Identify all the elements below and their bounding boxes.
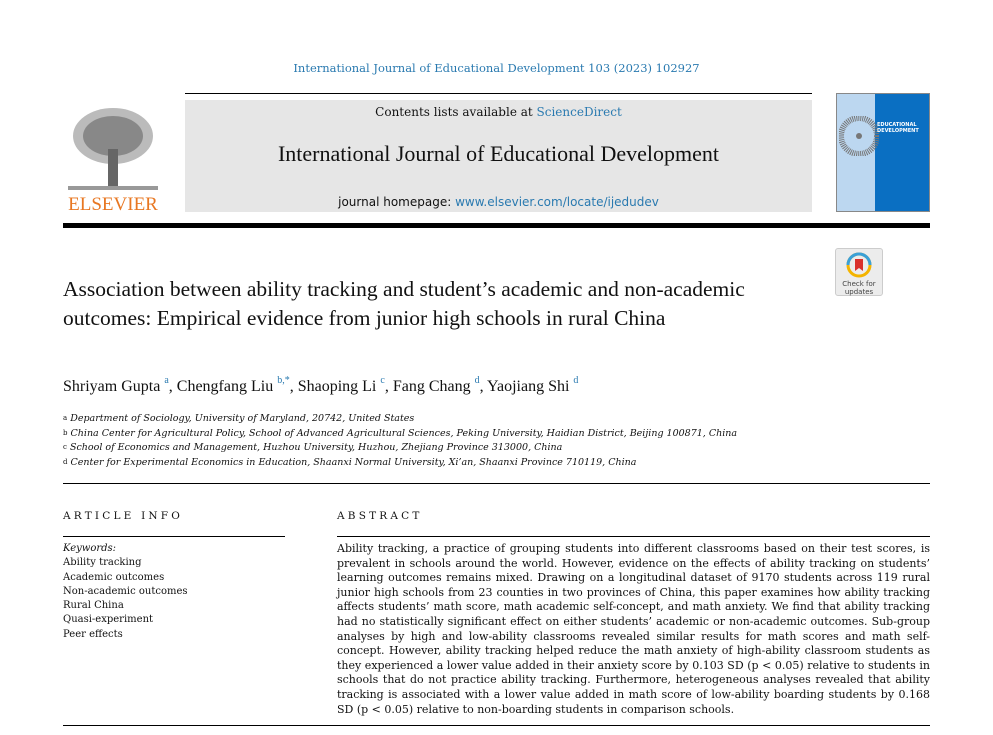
check-for-updates-button[interactable]: Check for updates [835,248,883,296]
divider [63,725,930,726]
homepage-line: journal homepage: www.elsevier.com/locat… [185,195,812,209]
homepage-link[interactable]: www.elsevier.com/locate/ijedudev [455,195,659,209]
homepage-prefix: journal homepage: [338,195,456,209]
author[interactable]: Yaojiang Shi d [487,375,579,395]
divider [185,93,812,94]
journal-reference[interactable]: International Journal of Educational Dev… [293,61,700,75]
author[interactable]: Fang Chang d [392,375,480,395]
check-updates-label: Check for updates [842,280,876,296]
keyword: Ability tracking [63,557,142,569]
contents-prefix: Contents lists available at [375,105,537,119]
keyword: Non-academic outcomes [63,585,188,597]
author[interactable]: Shaoping Li c [297,375,385,395]
affiliation: c School of Economics and Management, Hu… [63,442,563,454]
keyword: Peer effects [63,628,123,640]
divider [63,483,930,484]
elsevier-logo: ELSEVIER [63,104,163,215]
journal-title: International Journal of Educational Dev… [277,141,720,166]
affiliations: a Department of Sociology, University of… [63,412,737,470]
author-list: Shriyam Gupta a, Chengfang Liu b,*, Shao… [63,375,579,395]
keyword: Academic outcomes [63,571,165,583]
journal-banner: Contents lists available at ScienceDirec… [185,100,812,212]
sciencedirect-link[interactable]: ScienceDirect [536,105,622,119]
contents-line: Contents lists available at ScienceDirec… [185,105,812,119]
publisher-name: ELSEVIER [68,194,158,215]
affiliation: a Department of Sociology, University of… [63,413,415,424]
keywords-label: Keywords: [63,543,117,554]
affiliation: b China Center for Agricultural Policy, … [63,427,738,439]
abstract-heading: ABSTRACT [337,510,423,522]
divider [63,536,285,537]
cover-graphic-icon [839,116,879,156]
header-rule [63,223,930,228]
abstract-text: Ability tracking, a practice of grouping… [337,542,930,716]
keyword: Quasi-experiment [63,614,154,626]
cover-title: EDUCATIONAL DEVELOPMENT [877,122,919,134]
author[interactable]: Chengfang Liu b,* [176,375,290,395]
journal-cover[interactable]: EDUCATIONAL DEVELOPMENT [836,93,930,212]
keywords: Keywords: Ability tracking Academic outc… [63,542,188,642]
check-updates-icon [846,252,872,278]
affiliation: d Center for Experimental Economics in E… [63,456,637,468]
divider [337,536,930,537]
author[interactable]: Shriyam Gupta a [63,375,169,395]
keyword: Rural China [63,600,124,612]
article-title: Association between ability tracking and… [63,277,745,330]
article-info-heading: ARTICLE INFO [63,510,184,522]
